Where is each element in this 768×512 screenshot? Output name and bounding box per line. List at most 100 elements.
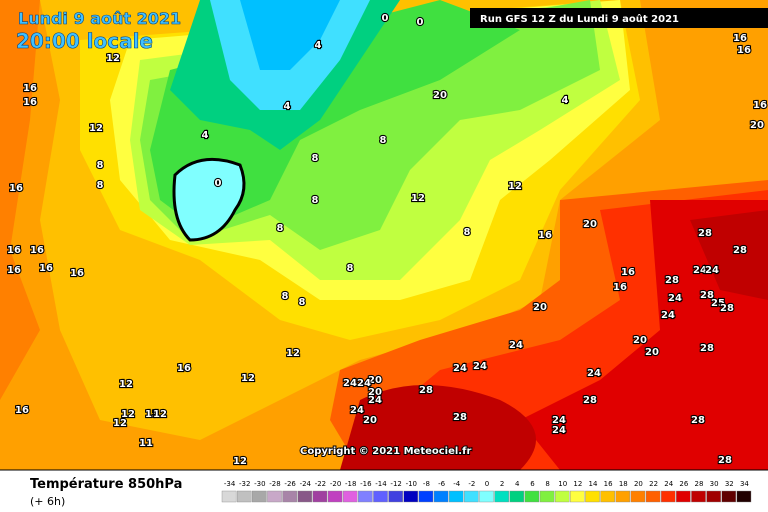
color-cell <box>327 490 343 503</box>
contour-label: 4 <box>284 101 291 112</box>
colorbar-tick: 14 <box>589 480 598 488</box>
contour-label: 16 <box>9 183 23 194</box>
contour-label: 8 <box>380 135 387 146</box>
colorbar-tick: -18 <box>345 480 356 488</box>
colorbar-tick: -24 <box>300 480 312 488</box>
contour-label: 12 <box>119 379 133 390</box>
color-cell <box>630 490 646 503</box>
contour-label: 12 <box>508 181 522 192</box>
contour-label: 4 <box>562 95 569 106</box>
contour-label: 12 <box>241 373 255 384</box>
contour-label: 8 <box>347 263 354 274</box>
contour-label: 20 <box>368 387 382 398</box>
color-cell <box>342 490 358 503</box>
contour-label: 8 <box>299 297 306 308</box>
colorbar-tick: -30 <box>254 480 265 488</box>
color-cell <box>676 490 691 503</box>
color-cell <box>388 490 403 503</box>
contour-label: 24 <box>368 395 382 406</box>
contour-label: 24 <box>357 378 371 389</box>
colorbar-tick: -26 <box>284 480 296 488</box>
contour-label: 16 <box>23 83 37 94</box>
colorbar-tick: -32 <box>239 480 250 488</box>
contour-label: 28 <box>700 290 714 301</box>
contour-label: 12 <box>89 123 103 134</box>
colorbar-tick: 34 <box>740 480 749 488</box>
color-cell <box>252 490 267 503</box>
contour-label: 8 <box>312 153 319 164</box>
contour-label: 12 <box>286 348 300 359</box>
color-cell <box>494 490 509 503</box>
contour-label: 8 <box>312 195 319 206</box>
map-background <box>0 0 768 471</box>
color-cell <box>660 490 676 503</box>
run-box <box>470 8 768 28</box>
contour-label: 16 <box>39 263 53 274</box>
contour-label: 28 <box>733 245 747 256</box>
colorbar-tick: 4 <box>515 480 520 488</box>
contour-label: 8 <box>464 227 471 238</box>
colorbar-tick: -14 <box>375 480 387 488</box>
colorbar-tick: -2 <box>468 480 475 488</box>
contour-label: 25 <box>711 298 725 309</box>
contour-label: 28 <box>583 395 597 406</box>
contour-label: 16 <box>7 265 21 276</box>
color-cell <box>479 490 494 503</box>
contour-label: 16 <box>15 405 29 416</box>
colorbar-tick: 12 <box>573 480 582 488</box>
contour-label: 12 <box>153 409 167 420</box>
colorbar-tick: -10 <box>406 480 417 488</box>
colorbar-tick: 24 <box>664 480 673 488</box>
color-cell <box>418 490 434 503</box>
contour-label: 28 <box>700 343 714 354</box>
color-cell <box>358 490 373 503</box>
contour-label: 12 <box>113 418 127 429</box>
contour-label: 16 <box>70 268 84 279</box>
contour-label: 28 <box>453 412 467 423</box>
legend-subtitle: (+ 6h) <box>30 495 65 508</box>
contour-label: 28 <box>720 303 734 314</box>
contour-label: 12 <box>121 409 135 420</box>
colorbar-tick: -22 <box>315 480 326 488</box>
contour-label: 8 <box>277 223 284 234</box>
colorbar-tick: -12 <box>390 480 401 488</box>
colorbar-tick: 16 <box>604 480 613 488</box>
color-cell <box>721 490 737 503</box>
color-cell <box>539 490 555 503</box>
contour-label: 20 <box>633 335 647 346</box>
contour-label: 16 <box>621 267 635 278</box>
color-cell <box>736 490 752 503</box>
color-cell <box>645 490 661 503</box>
colorbar-tick: 30 <box>710 480 719 488</box>
contour-label: 24 <box>473 361 487 372</box>
contour-label: 24 <box>668 293 682 304</box>
colorbar-tick: -8 <box>423 480 430 488</box>
contour-label: 24 <box>661 310 675 321</box>
color-cell <box>236 490 252 503</box>
contour-label: 8 <box>97 180 104 191</box>
color-cell <box>585 490 600 503</box>
colorbar-tick: 22 <box>649 480 658 488</box>
date: Lundi 9 août 2021 <box>18 9 181 28</box>
colorbar-tick: 26 <box>679 480 688 488</box>
colorbar-tick: -4 <box>453 480 461 488</box>
colorbar-tick: 32 <box>725 480 734 488</box>
color-cell <box>221 490 237 503</box>
contour-label: 16 <box>737 45 751 56</box>
colorbar-tick: -34 <box>224 480 236 488</box>
contour-label: 20 <box>533 302 547 313</box>
contour-label: 24 <box>343 378 357 389</box>
contour-label: 16 <box>613 282 627 293</box>
color-cell <box>691 490 706 503</box>
legend-title: Température 850hPa <box>30 477 182 492</box>
colorbar-tick: 6 <box>530 480 535 488</box>
contour-label: 8 <box>282 291 289 302</box>
contour-label: 20 <box>368 375 382 386</box>
colorbar-tick: 28 <box>695 480 704 488</box>
contour-label: 12 <box>233 456 247 467</box>
colorbar-tick: -20 <box>330 480 341 488</box>
colorbar-tick: -16 <box>360 480 372 488</box>
colorbar-tick: 2 <box>500 480 504 488</box>
color-cell <box>509 490 525 503</box>
color-cell <box>570 490 585 503</box>
